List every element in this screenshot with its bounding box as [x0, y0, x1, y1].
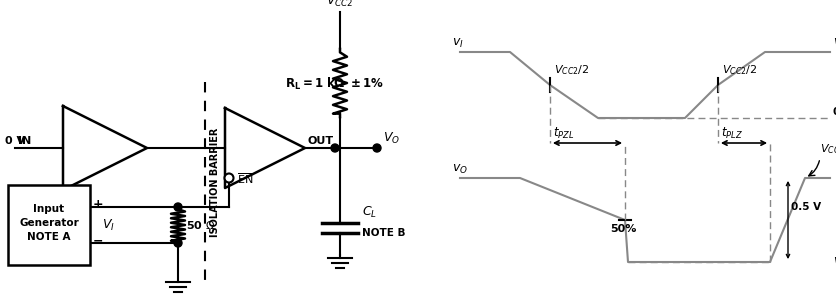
Text: OUT: OUT — [308, 136, 334, 146]
Text: IN: IN — [18, 136, 31, 146]
Text: −: − — [93, 234, 104, 248]
Text: $C_L$: $C_L$ — [362, 205, 377, 220]
Text: $V_{CC2}/2$: $V_{CC2}/2$ — [554, 63, 589, 77]
Text: $v_I$: $v_I$ — [452, 37, 464, 50]
Text: ISOLATION BARRIER: ISOLATION BARRIER — [210, 127, 220, 237]
Circle shape — [174, 203, 182, 211]
Text: 0 V: 0 V — [833, 107, 836, 117]
Text: $V_I$: $V_I$ — [102, 217, 115, 233]
Text: 0.5 V: 0.5 V — [791, 202, 821, 212]
Text: $\overline{\mathrm{EN}}$: $\overline{\mathrm{EN}}$ — [237, 172, 254, 186]
Text: Input
Generator
NOTE A: Input Generator NOTE A — [19, 204, 79, 242]
Circle shape — [225, 174, 233, 182]
Text: NOTE B: NOTE B — [362, 228, 405, 238]
Text: $v_O$: $v_O$ — [452, 163, 468, 176]
Circle shape — [373, 144, 381, 152]
Text: $V_{CC2}$: $V_{CC2}$ — [833, 36, 836, 50]
Text: +: + — [93, 198, 104, 211]
Text: 50 $\Omega$: 50 $\Omega$ — [186, 219, 216, 231]
Text: $t_{PZL}$: $t_{PZL}$ — [553, 126, 574, 141]
Text: $V_O$: $V_O$ — [383, 131, 400, 146]
Text: $V_{CC2}$: $V_{CC2}$ — [326, 0, 354, 9]
Circle shape — [174, 239, 182, 247]
Text: $V_{CC2}/2$: $V_{CC2}/2$ — [722, 63, 757, 77]
Text: 0 V: 0 V — [5, 136, 25, 146]
Text: $V_{OL}$: $V_{OL}$ — [833, 255, 836, 269]
Text: $\mathbf{R_L = 1\ k\Omega\ \pm1\%}$: $\mathbf{R_L = 1\ k\Omega\ \pm1\%}$ — [285, 76, 384, 92]
Bar — [8, 185, 90, 265]
Text: $V_{CC2}$: $V_{CC2}$ — [820, 142, 836, 156]
Text: 50%: 50% — [609, 224, 636, 234]
Circle shape — [331, 144, 339, 152]
Text: $t_{PLZ}$: $t_{PLZ}$ — [721, 126, 743, 141]
